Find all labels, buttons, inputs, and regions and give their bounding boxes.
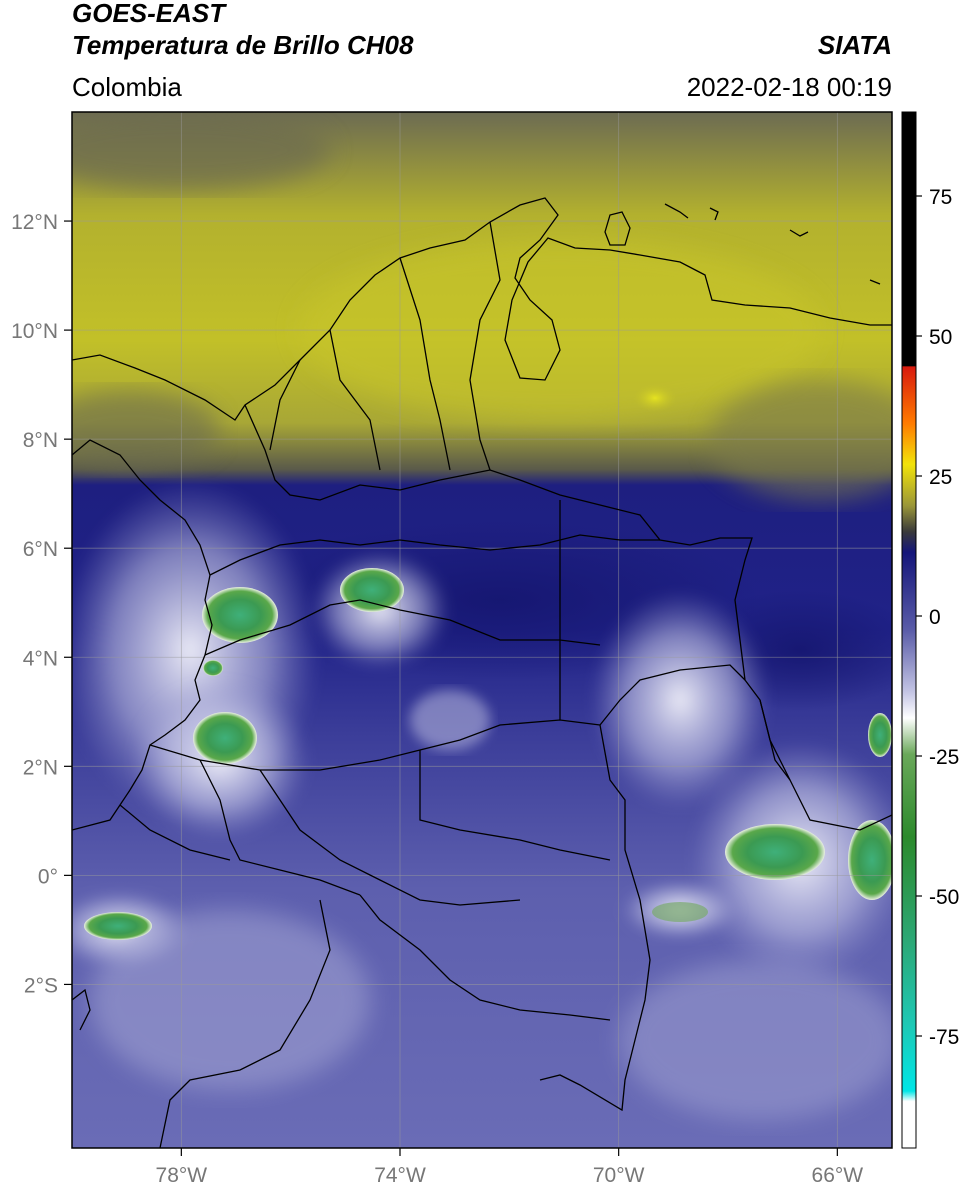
map-frame <box>71 111 893 1149</box>
colorbar-tick-label: 75 <box>929 186 952 209</box>
colorbar-tick-label: -50 <box>929 886 959 909</box>
lon-tick-label: 66°W <box>812 1164 864 1187</box>
lon-tick-label: 78°W <box>156 1164 208 1187</box>
lat-tick-label: 4°N <box>23 647 58 670</box>
graticule <box>72 112 892 1148</box>
timestamp-label: 2022-02-18 00:19 <box>686 72 892 102</box>
latitude-axis: 12°N 10°N 8°N 6°N 4°N 2°N 0° 2°S <box>11 211 72 997</box>
colorbar-tick-label: 0 <box>929 606 941 629</box>
colorbar-tick-label: 50 <box>929 326 952 349</box>
lon-tick-label: 70°W <box>593 1164 645 1187</box>
colorbar-tick-label: -25 <box>929 746 959 769</box>
colorbar-tick-label: -75 <box>929 1026 959 1049</box>
brightness-temperature-field <box>72 112 892 1148</box>
colorbar-scale <box>901 111 917 1149</box>
lat-tick-label: 12°N <box>11 211 58 234</box>
political-borders <box>72 197 892 1148</box>
lat-tick-label: 2°N <box>23 756 58 779</box>
lat-tick-label: 8°N <box>23 429 58 452</box>
longitude-axis: 78°W 74°W 70°W 66°W <box>156 1148 864 1187</box>
lat-tick-label: 0° <box>38 865 58 888</box>
lat-tick-label: 10°N <box>11 320 58 343</box>
lon-tick-label: 74°W <box>374 1164 426 1187</box>
region-label: Colombia <box>72 72 182 102</box>
colorbar-tick-label: 25 <box>929 466 952 489</box>
satellite-name: GOES-EAST <box>72 0 226 28</box>
lat-tick-label: 2°S <box>24 974 58 997</box>
colorbar: 75 50 25 0 -25 -50 -75 <box>901 111 959 1149</box>
colorbar-ticks: 75 50 25 0 -25 -50 -75 <box>916 186 959 1049</box>
agency-label: SIATA <box>817 30 892 60</box>
lat-tick-label: 6°N <box>23 538 58 561</box>
product-title: Temperatura de Brillo CH08 <box>72 30 414 60</box>
